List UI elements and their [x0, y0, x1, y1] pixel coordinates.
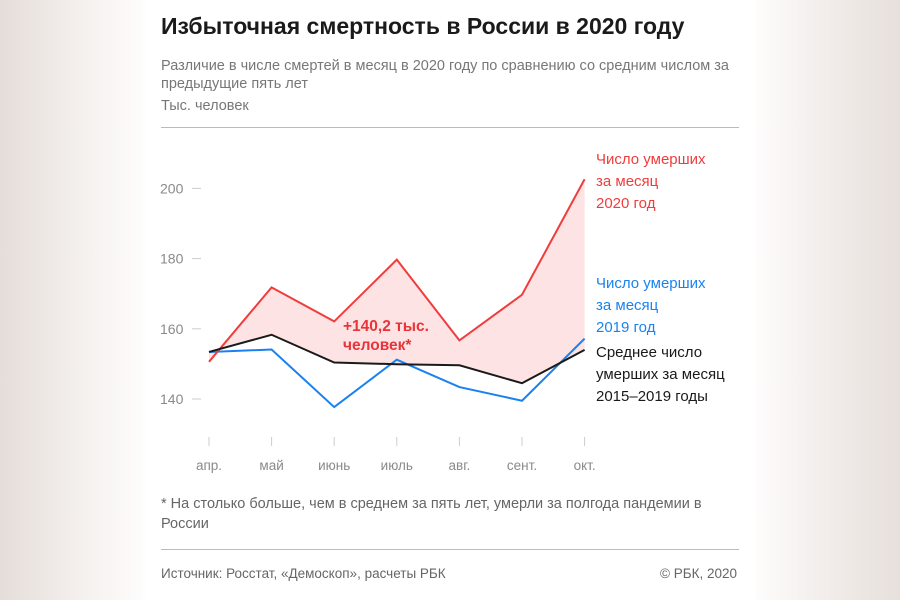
series-line-average-2015-2019	[208, 333, 586, 385]
series-label-line: 2015–2019 годы	[596, 388, 708, 405]
chart-card	[145, 0, 755, 600]
series-label-line: Число умерших	[596, 151, 706, 168]
unit-label: Тыс. человек	[161, 98, 249, 114]
x-tick-label: июнь	[318, 458, 350, 473]
series-line-2020	[208, 178, 586, 363]
series-line-2019	[208, 337, 586, 409]
x-tick-label: авг.	[449, 458, 471, 473]
series-label-line: 2020 год	[596, 195, 656, 212]
y-tick-label: 180	[160, 251, 184, 267]
bottom-divider	[161, 549, 739, 550]
x-tick-label: сент.	[507, 458, 537, 473]
series-label-line: умерших за месяц	[596, 366, 725, 383]
x-tick-label: апр.	[196, 458, 222, 473]
y-tick-label: 160	[160, 321, 184, 337]
source-text: Источник: Росстат, «Демоскоп», расчеты Р…	[161, 566, 446, 581]
excess-annotation-line: человек*	[343, 337, 412, 354]
chart-subtitle: Различие в числе смертей в месяц в 2020 …	[161, 58, 729, 92]
series-label-line: за месяц	[596, 173, 659, 190]
excess-deaths-area	[209, 179, 585, 384]
series-label-line: Среднее число	[596, 344, 702, 361]
chart-title: Избыточная смертность в России в 2020 го…	[161, 13, 685, 39]
x-tick-label: июль	[381, 458, 413, 473]
y-tick-label: 200	[160, 180, 184, 196]
y-tick-label: 140	[160, 391, 184, 407]
excess-annotation-line: +140,2 тыс.	[343, 318, 429, 335]
copyright-text: © РБК, 2020	[660, 566, 737, 581]
series-label-line: 2019 год	[596, 319, 656, 336]
series-label-line: за месяц	[596, 297, 659, 314]
footnote: * На столько больше, чем в среднем за пя…	[161, 496, 702, 532]
x-tick-label: май	[259, 458, 283, 473]
series-label-line: Число умерших	[596, 275, 706, 292]
x-tick-label: окт.	[574, 458, 596, 473]
top-divider	[161, 127, 739, 128]
